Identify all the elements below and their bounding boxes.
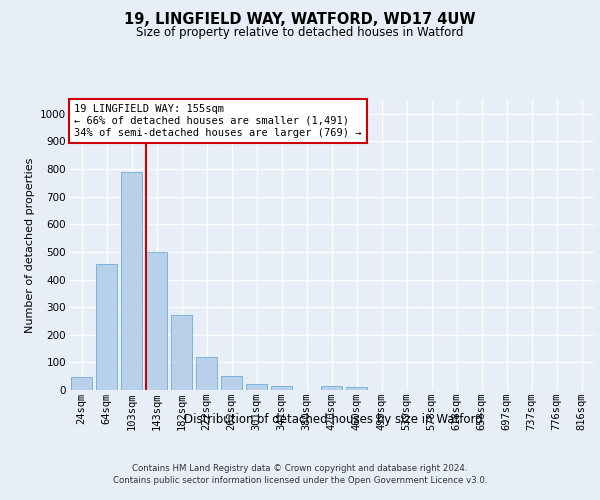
Text: 19, LINGFIELD WAY, WATFORD, WD17 4UW: 19, LINGFIELD WAY, WATFORD, WD17 4UW <box>124 12 476 28</box>
Bar <box>146 252 167 390</box>
Bar <box>246 384 267 390</box>
Text: Contains HM Land Registry data © Crown copyright and database right 2024.: Contains HM Land Registry data © Crown c… <box>132 464 468 473</box>
Bar <box>96 264 117 390</box>
Bar <box>321 386 342 390</box>
Bar <box>171 316 192 390</box>
Y-axis label: Number of detached properties: Number of detached properties <box>25 158 35 332</box>
Text: Size of property relative to detached houses in Watford: Size of property relative to detached ho… <box>136 26 464 39</box>
Text: Contains public sector information licensed under the Open Government Licence v3: Contains public sector information licen… <box>113 476 487 485</box>
Bar <box>346 387 367 390</box>
Bar <box>121 172 142 390</box>
Bar <box>271 386 292 390</box>
Bar <box>71 376 92 390</box>
Text: 19 LINGFIELD WAY: 155sqm
← 66% of detached houses are smaller (1,491)
34% of sem: 19 LINGFIELD WAY: 155sqm ← 66% of detach… <box>74 104 362 138</box>
Bar <box>221 376 242 390</box>
Text: Distribution of detached houses by size in Watford: Distribution of detached houses by size … <box>184 412 482 426</box>
Bar <box>196 357 217 390</box>
